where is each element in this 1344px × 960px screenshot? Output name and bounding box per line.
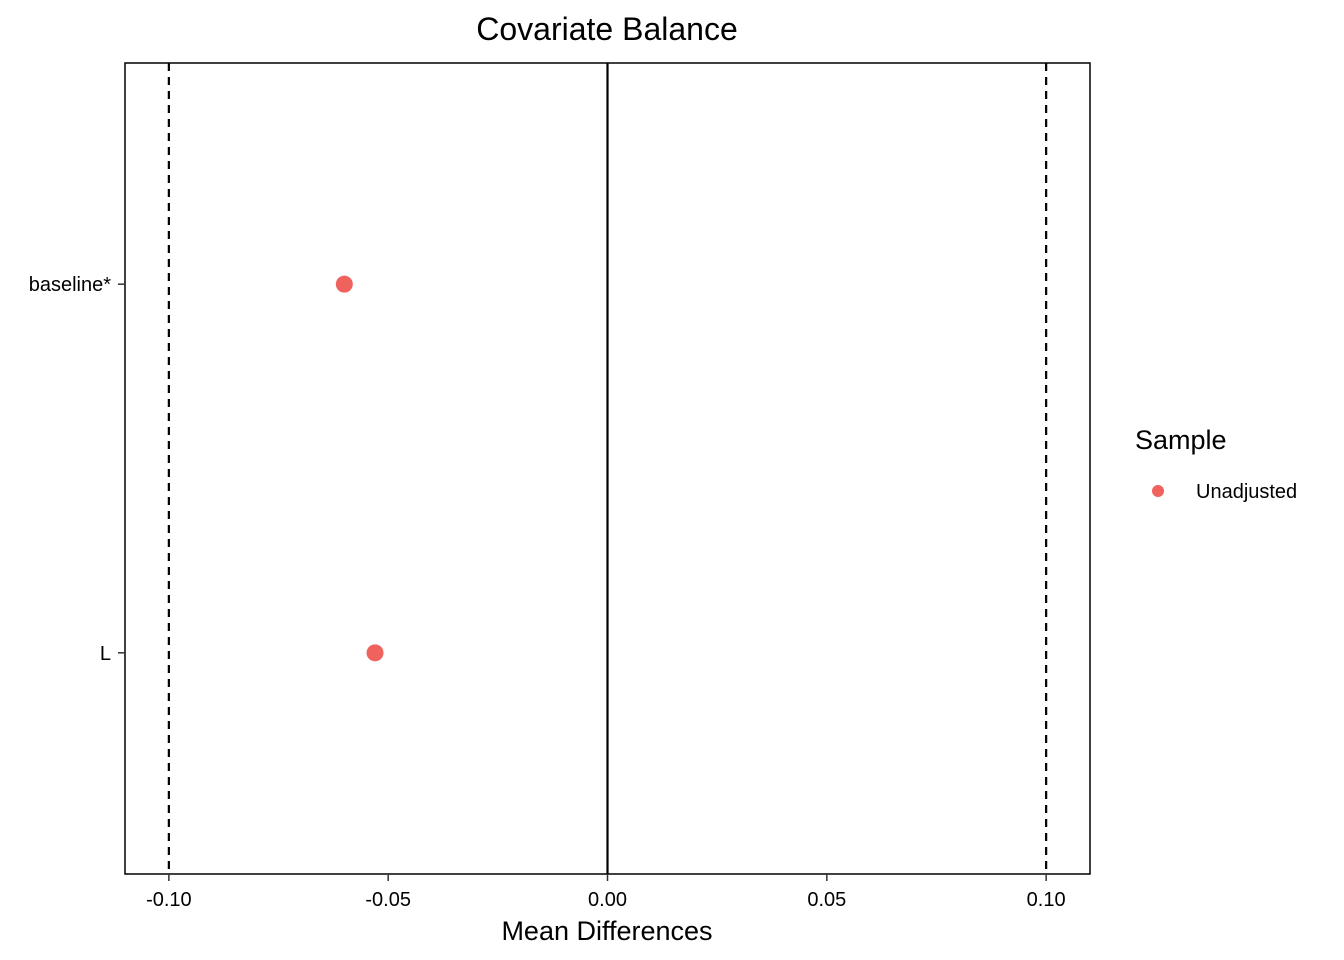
y-axis: baseline* L [29,274,125,665]
x-tick-label: -0.05 [365,889,411,911]
legend: Sample Unadjusted [1135,425,1297,503]
x-tick-label: 0.05 [807,889,846,911]
data-point [366,644,384,662]
legend-title: Sample [1135,425,1227,455]
x-tick-label: 0.10 [1027,889,1066,911]
x-axis-title: Mean Differences [501,916,712,946]
x-tick-label: -0.10 [146,889,192,911]
x-tick-label: 0.00 [588,889,627,911]
data-point [335,275,353,293]
data-points [335,275,384,662]
x-axis: -0.10 -0.05 0.00 0.05 0.10 [146,874,1066,911]
y-tick-label: baseline* [29,274,112,296]
legend-key [1152,485,1164,497]
chart-title: Covariate Balance [476,11,737,47]
reference-lines [167,63,1048,874]
legend-label: Unadjusted [1196,481,1297,503]
y-tick-label: L [100,643,111,665]
